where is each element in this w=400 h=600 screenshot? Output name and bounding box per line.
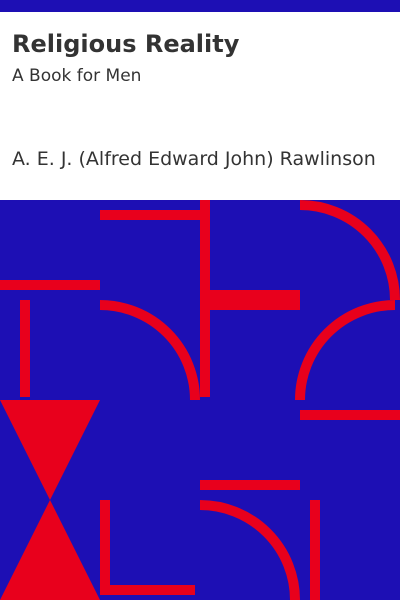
art-upper-right-arc: [299, 200, 400, 301]
art-pattern: [0, 200, 400, 600]
art-middle-arc: [99, 300, 200, 401]
art-upper-triangle: [0, 400, 100, 500]
art-lower-arc: [199, 500, 300, 600]
art-right-middle-arc: [295, 300, 396, 401]
book-author: A. E. J. (Alfred Edward John) Rawlinson: [12, 148, 376, 170]
top-color-band: [0, 0, 400, 12]
art-lower-triangle: [0, 500, 100, 600]
title-panel: Religious Reality A Book for Men A. E. J…: [0, 12, 400, 200]
book-subtitle: A Book for Men: [12, 66, 142, 86]
geometric-cover-art: [0, 200, 400, 600]
book-title: Religious Reality: [12, 30, 240, 58]
art-center-block: [205, 290, 300, 310]
